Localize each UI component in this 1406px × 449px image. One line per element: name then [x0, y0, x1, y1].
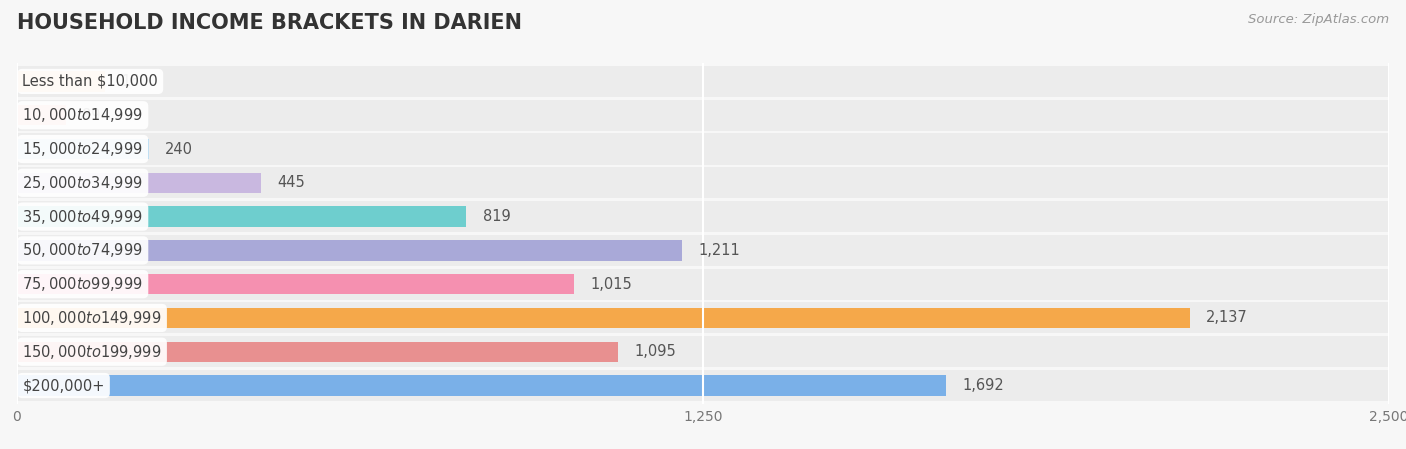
Text: $35,000 to $49,999: $35,000 to $49,999 [22, 207, 143, 225]
Bar [17, 235, 1389, 266]
Text: $25,000 to $34,999: $25,000 to $34,999 [22, 174, 143, 192]
Bar [17, 66, 1389, 97]
Text: $15,000 to $24,999: $15,000 to $24,999 [22, 140, 143, 158]
Bar [17, 308, 1189, 328]
Bar [17, 342, 617, 362]
Text: $200,000+: $200,000+ [22, 378, 104, 393]
Text: 1,015: 1,015 [591, 277, 633, 292]
Text: 240: 240 [165, 141, 193, 157]
Text: 2,137: 2,137 [1206, 310, 1249, 326]
Text: 1,211: 1,211 [697, 243, 740, 258]
Bar [17, 105, 66, 125]
Bar [17, 133, 1389, 164]
Bar [17, 370, 1389, 401]
Text: $50,000 to $74,999: $50,000 to $74,999 [22, 242, 143, 260]
Bar [17, 274, 574, 294]
Text: $10,000 to $14,999: $10,000 to $14,999 [22, 106, 143, 124]
Text: HOUSEHOLD INCOME BRACKETS IN DARIEN: HOUSEHOLD INCOME BRACKETS IN DARIEN [17, 13, 522, 34]
Bar [17, 269, 1389, 299]
Text: 445: 445 [277, 175, 305, 190]
Text: Source: ZipAtlas.com: Source: ZipAtlas.com [1249, 13, 1389, 26]
Text: 819: 819 [482, 209, 510, 224]
Bar [17, 201, 1389, 232]
Bar [17, 303, 1389, 334]
Text: $150,000 to $199,999: $150,000 to $199,999 [22, 343, 162, 361]
Bar [17, 336, 1389, 367]
Bar [17, 167, 1389, 198]
Text: Less than $10,000: Less than $10,000 [22, 74, 157, 89]
Bar [17, 207, 467, 227]
Text: $100,000 to $149,999: $100,000 to $149,999 [22, 309, 162, 327]
Bar [17, 173, 262, 193]
Bar [17, 139, 149, 159]
Text: 89: 89 [82, 108, 101, 123]
Text: 160: 160 [121, 74, 149, 89]
Bar [17, 100, 1389, 131]
Bar [17, 71, 104, 92]
Text: 1,692: 1,692 [962, 378, 1004, 393]
Bar [17, 240, 682, 260]
Text: 1,095: 1,095 [634, 344, 676, 359]
Text: $75,000 to $99,999: $75,000 to $99,999 [22, 275, 143, 293]
Bar [17, 375, 946, 396]
